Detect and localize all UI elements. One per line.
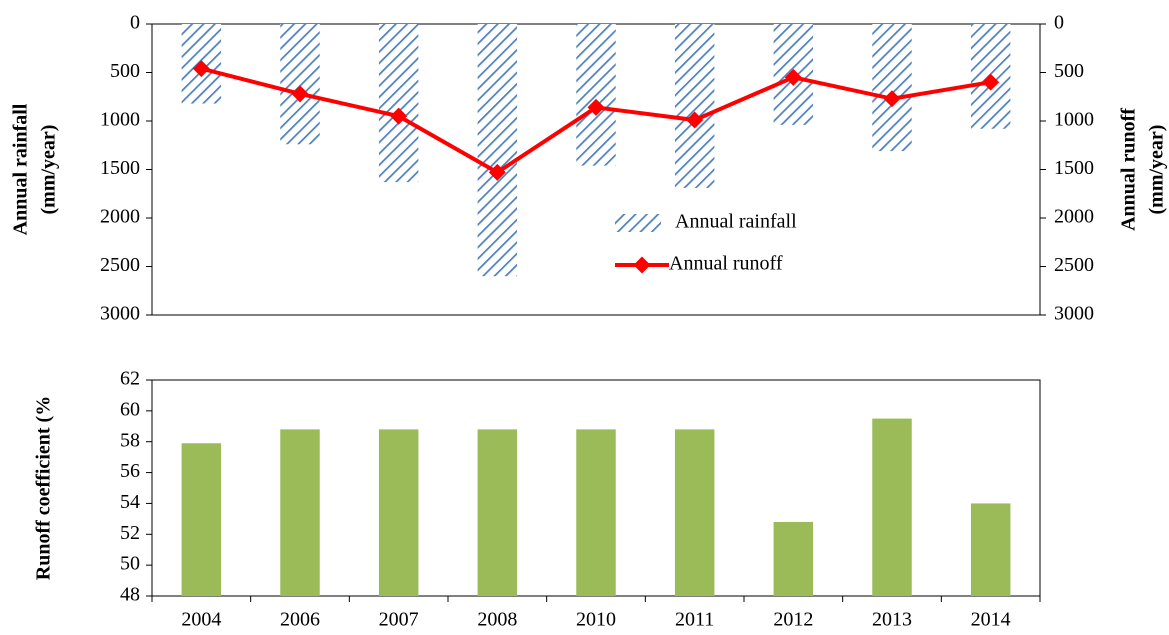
y-tick-label: 60 (120, 398, 140, 420)
bar (477, 24, 518, 277)
y-tick-label: 0 (1054, 12, 1064, 34)
x-tick-label: 2004 (181, 609, 221, 631)
bar (280, 429, 320, 596)
axis-title: Annual rainfall (10, 103, 32, 235)
x-tick-label: 2008 (477, 609, 517, 631)
axis-title: Runoff coefficient (% (33, 396, 55, 580)
bar (378, 429, 419, 596)
y-tick-label: 2000 (1054, 206, 1094, 228)
marker (686, 111, 704, 129)
legend-swatch (615, 214, 661, 232)
legend-marker (633, 256, 651, 274)
bar (674, 24, 715, 188)
legend-label: Annual runoff (669, 253, 783, 275)
bar (181, 443, 222, 596)
bar (576, 429, 616, 596)
marker (982, 73, 1000, 91)
bar (378, 24, 419, 183)
y-tick-label: 50 (120, 553, 140, 575)
axis-title: Annual runoff (1118, 108, 1140, 231)
axis-title: (mm/year) (38, 125, 60, 215)
bar (872, 24, 912, 152)
marker (883, 90, 901, 108)
y-tick-label: 2500 (1054, 254, 1094, 276)
y-tick-label: 1500 (100, 157, 140, 179)
y-tick-label: 500 (1054, 60, 1084, 82)
marker (587, 98, 605, 116)
x-tick-label: 2012 (773, 609, 813, 631)
marker (291, 85, 309, 103)
x-tick-label: 2011 (675, 609, 714, 631)
y-tick-label: 2000 (100, 206, 140, 228)
axis-title: (mm/year) (1146, 125, 1168, 215)
marker (390, 107, 408, 125)
y-tick-label: 2500 (100, 254, 140, 276)
bar (280, 24, 320, 145)
y-tick-label: 3000 (100, 303, 140, 325)
y-tick-label: 500 (110, 60, 140, 82)
y-tick-label: 0 (130, 12, 140, 34)
y-tick-label: 1500 (1054, 157, 1094, 179)
bar (674, 429, 715, 596)
bar (773, 521, 814, 596)
x-tick-label: 2013 (872, 609, 912, 631)
y-tick-label: 48 (120, 584, 140, 606)
y-tick-label: 58 (120, 429, 140, 451)
legend-label: Annual rainfall (675, 211, 797, 233)
x-tick-label: 2007 (379, 609, 419, 631)
x-tick-label: 2014 (971, 609, 1011, 631)
y-tick-label: 54 (120, 491, 140, 513)
y-tick-label: 52 (120, 522, 140, 544)
y-tick-label: 3000 (1054, 303, 1094, 325)
bar (477, 429, 518, 596)
x-tick-label: 2010 (576, 609, 616, 631)
bar (970, 503, 1011, 596)
marker (784, 68, 802, 86)
y-tick-label: 56 (120, 460, 140, 482)
y-tick-label: 62 (120, 368, 140, 390)
x-tick-label: 2006 (280, 609, 320, 631)
y-tick-label: 1000 (100, 109, 140, 131)
bar (872, 418, 912, 596)
marker (488, 163, 506, 181)
bar (576, 24, 616, 166)
y-tick-label: 1000 (1054, 109, 1094, 131)
